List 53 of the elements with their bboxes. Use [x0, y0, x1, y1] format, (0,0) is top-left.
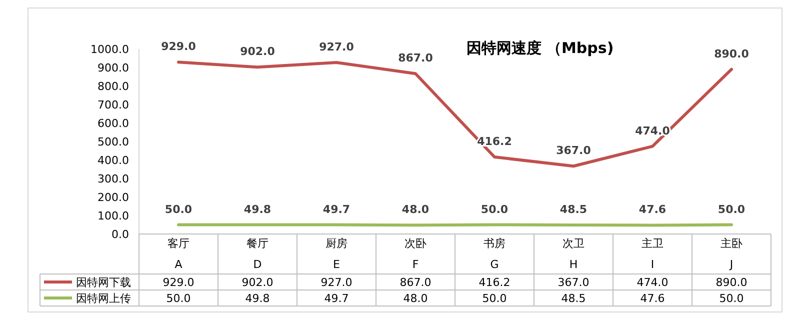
- data-label: 929.0: [162, 276, 194, 289]
- text: 49.7: [322, 202, 350, 216]
- text: 50.0: [718, 202, 746, 216]
- x-tick-label: 主卫 I: [642, 237, 664, 271]
- y-tick-label: 300.0: [98, 172, 129, 186]
- data-label: 474.0: [636, 276, 668, 289]
- y-tick-label: 500.0: [98, 136, 129, 148]
- chart-title: 因特网速度 （Mbps): [466, 39, 614, 57]
- data-label: 927.0: [320, 276, 352, 289]
- x-tick-label: 书房 G: [484, 237, 506, 271]
- data-label: 416.2: [478, 276, 510, 289]
- text: 927.0: [319, 40, 354, 54]
- x-tick-label: 餐厅 D: [246, 237, 268, 271]
- y-tick-label: 600.0: [98, 117, 129, 130]
- y-tick-label: 100.0: [98, 210, 129, 222]
- y-tick-label: 900.0: [98, 62, 129, 74]
- text: 50.0: [164, 202, 192, 216]
- text: 929.0: [161, 40, 196, 54]
- y-tick-label: 0.0: [112, 228, 129, 241]
- y-tick-label: 200.0: [98, 191, 129, 204]
- text: 50.0: [480, 202, 508, 216]
- x-tick-label: 主卧 J: [720, 237, 742, 271]
- data-label: 50.0: [482, 292, 507, 305]
- y-tick-label: 700.0: [98, 98, 129, 112]
- text: 48.0: [402, 203, 430, 216]
- y-tick-label: 400.0: [98, 154, 129, 167]
- text: 48.5: [560, 203, 588, 216]
- data-label: 367.0: [558, 276, 590, 289]
- data-label: 48.5: [561, 292, 586, 305]
- text: 367.0: [556, 144, 591, 158]
- data-label: 48.0: [403, 292, 428, 305]
- y-tick-label: 1000.0: [90, 43, 129, 56]
- data-label: 867.0: [400, 276, 432, 289]
- x-tick-label: 厨房 E: [326, 237, 348, 271]
- data-label: 49.7: [324, 292, 349, 305]
- x-tick-label: 次卧 F: [404, 237, 426, 271]
- text: 47.6: [638, 203, 666, 216]
- y-tick-label: 800.0: [98, 80, 129, 93]
- data-label: 50.0: [719, 292, 744, 305]
- data-label: 902.0: [242, 276, 274, 289]
- text: 902.0: [240, 45, 275, 58]
- legend-label: 因特网下载: [76, 276, 131, 289]
- x-tick-label: 次卫 H: [562, 237, 584, 271]
- text: 890.0: [714, 47, 749, 60]
- line-series: [177, 60, 733, 168]
- text: 49.8: [244, 202, 272, 216]
- data-label: 47.6: [640, 292, 665, 305]
- data-label: 890.0: [716, 276, 748, 289]
- legend-label: 因特网上传: [76, 292, 131, 305]
- x-tick-label: 客厅 A: [168, 237, 190, 271]
- data-label: 50.0: [166, 292, 191, 305]
- data-label: 49.8: [245, 292, 270, 305]
- text: 867.0: [398, 52, 433, 65]
